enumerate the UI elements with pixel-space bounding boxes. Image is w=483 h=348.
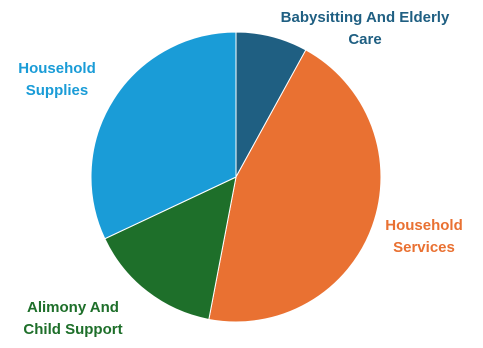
pie-slice xyxy=(104,176,237,321)
pie-slice xyxy=(90,31,237,240)
slice-label: Household Services xyxy=(385,217,463,256)
slice-label-line: Services xyxy=(393,239,455,256)
slice-label-line: Child Support xyxy=(23,321,122,338)
pie-slice xyxy=(208,49,382,323)
slice-label-line: Supplies xyxy=(26,82,89,99)
slice-label: Household Supplies xyxy=(18,60,96,99)
slice-label-line: Household xyxy=(18,60,96,77)
slice-label: Alimony And Child Support xyxy=(23,299,122,338)
slice-label-line: Care xyxy=(348,31,381,48)
slice-label-line: Babysitting And Elderly xyxy=(281,9,450,26)
slice-label-line: Household xyxy=(385,217,463,234)
slice-label: Babysitting And Elderly Care xyxy=(281,9,450,48)
slice-label-line: Alimony And xyxy=(27,299,119,316)
